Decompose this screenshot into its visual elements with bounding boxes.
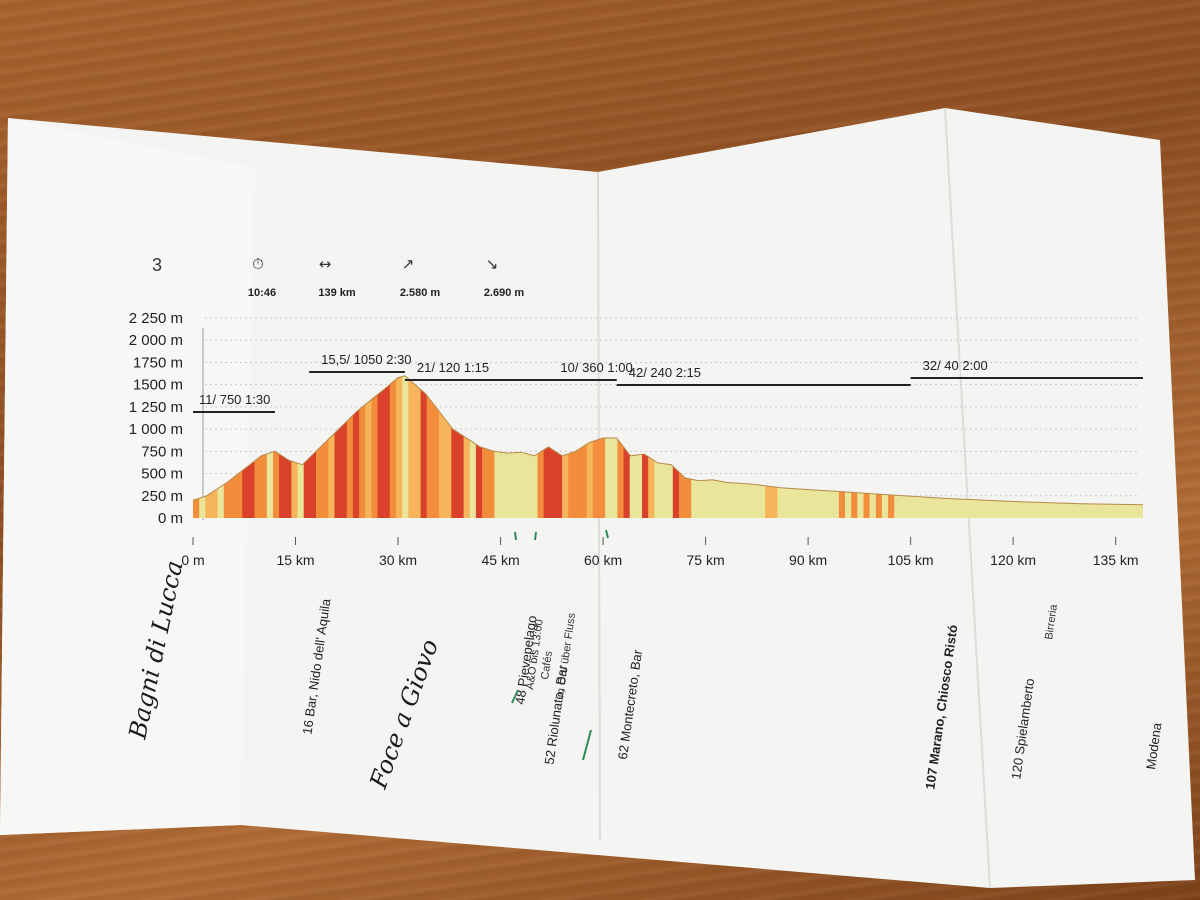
gradient-stripe	[617, 375, 625, 518]
gradient-stripe	[451, 375, 459, 518]
x-tick-label: 135 km	[1093, 552, 1139, 568]
y-tick-label: 500 m	[141, 466, 183, 483]
green-marker	[605, 529, 609, 539]
place-note: Birreria	[1043, 603, 1060, 641]
green-underline	[582, 729, 592, 761]
gradient-stripe	[408, 375, 416, 518]
x-tick-label: 120 km	[990, 552, 1036, 568]
stat-value: 2.690 m	[484, 287, 525, 299]
gradient-stripe	[396, 375, 403, 518]
gradient-stripe	[599, 375, 606, 518]
place-label: Modena	[1143, 721, 1164, 770]
stat-value: 2.580 m	[400, 287, 441, 299]
x-tick-label: 75 km	[687, 552, 725, 568]
x-tick-label: 90 km	[789, 552, 827, 568]
gradient-stripe	[346, 375, 354, 518]
gradient-stripe	[414, 375, 422, 518]
elevation-outline	[192, 375, 1144, 506]
gradient-stripe	[445, 375, 452, 518]
x-tick-label: 105 km	[888, 552, 934, 568]
gradient-stripe	[389, 375, 397, 518]
gradient-stripe	[377, 375, 385, 518]
place-note: Cafés	[539, 650, 555, 681]
x-tick-label: 0 m	[181, 552, 204, 568]
gradient-stripe	[402, 375, 409, 518]
x-tick-label: 60 km	[584, 552, 622, 568]
gradient-stripe	[322, 375, 329, 518]
gradient-stripe	[383, 375, 391, 518]
segment-label: 42/ 240 2:15	[629, 365, 701, 380]
gradient-stripe	[605, 375, 612, 518]
gradient-stripe	[580, 375, 588, 518]
descent-arrow-icon: ↘	[486, 255, 499, 273]
x-tick-label: 45 km	[481, 552, 519, 568]
paper-fold-line	[944, 107, 991, 889]
gradient-stripe	[586, 375, 594, 518]
green-underline	[511, 689, 519, 704]
y-tick-label: 2 000 m	[129, 332, 183, 349]
segment-label: 21/ 120 1:15	[417, 360, 489, 375]
segment-labels: 11/ 750 1:30 15,5/ 1050 2:30 21/ 120 1:15 1…	[193, 352, 1143, 413]
x-tick-label: 30 km	[379, 552, 417, 568]
y-tick-label: 1500 m	[133, 377, 183, 394]
gradient-stripe	[457, 375, 465, 518]
gradient-stripe	[432, 375, 440, 518]
gradient-stripe	[463, 375, 471, 518]
stage-number: 3	[152, 255, 162, 275]
green-marker	[514, 531, 517, 541]
segment-label: 15,5/ 1050 2:30	[321, 352, 411, 367]
y-tick-label: 0 m	[158, 510, 183, 527]
gradient-stripe	[611, 375, 619, 518]
segment-label: 10/ 360 1:00	[560, 360, 632, 375]
gradient-stripe	[359, 375, 366, 518]
gradient-stripe	[426, 375, 434, 518]
y-axis-ticks: 0 m 250 m 500 m 750 m 1 000 m 1 250 m 1500 m 17…	[129, 310, 183, 527]
segment-label: 11/ 750 1:30	[199, 392, 270, 407]
gradient-stripe	[439, 375, 446, 518]
segment-label: 32/ 40 2:00	[923, 358, 988, 373]
green-marker	[534, 531, 537, 541]
gradient-stripe	[328, 375, 336, 518]
gradient-stripe	[469, 375, 477, 518]
distance-arrows-icon: ↔	[319, 255, 332, 273]
x-axis-ticks: 0 m 15 km 30 km 45 km 60 km 75 km 90 km 105 km 1…	[181, 537, 1139, 568]
stats-row: ⏱ 10:46 ↔ 139 km ↗ 2.580 m ↘ 2.690 m	[248, 255, 524, 299]
gradient-stripe	[352, 375, 360, 518]
y-tick-label: 250 m	[141, 488, 183, 505]
gradient-stripe	[340, 375, 348, 518]
stop-markers	[514, 529, 609, 541]
y-tick-label: 1 000 m	[129, 421, 183, 438]
ascent-arrow-icon: ↗	[402, 255, 415, 273]
stat-value: 139 km	[318, 287, 356, 299]
y-tick-label: 1 250 m	[129, 399, 183, 416]
x-tick-label: 15 km	[276, 552, 314, 568]
y-tick-label: 2 250 m	[129, 310, 183, 327]
gradient-stripe	[334, 375, 342, 518]
gradient-stripe	[371, 375, 379, 518]
stopwatch-icon: ⏱	[252, 255, 264, 273]
gradient-stripe	[420, 375, 428, 518]
y-tick-label: 1750 m	[133, 354, 183, 371]
gradient-stripe	[592, 375, 600, 518]
y-tick-label: 750 m	[141, 443, 183, 460]
stat-value: 10:46	[248, 287, 276, 299]
gradient-stripe	[365, 375, 372, 518]
paper-left-flap	[0, 118, 255, 835]
